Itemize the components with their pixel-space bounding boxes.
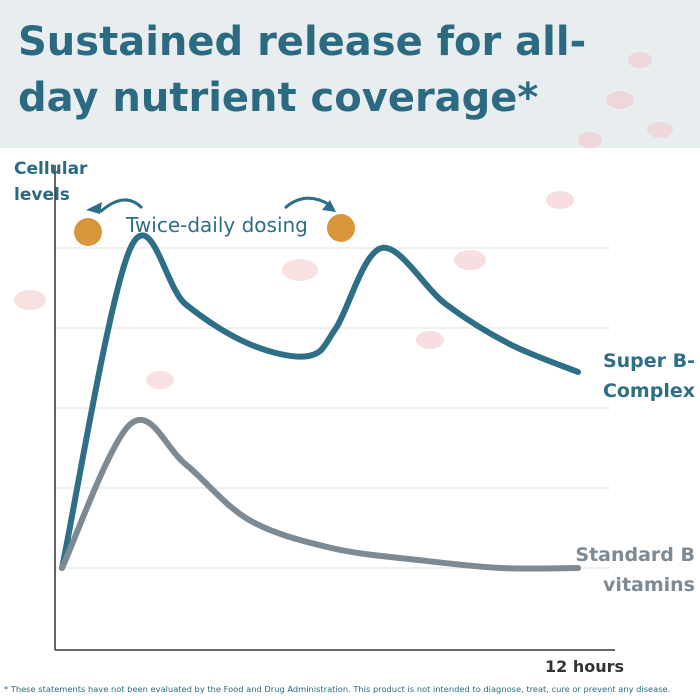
y-axis-label: Cellular levels	[14, 159, 88, 205]
series-line	[59, 232, 582, 571]
series-line	[59, 416, 582, 572]
header-band	[0, 0, 700, 148]
x-axis-label: 12 hours	[545, 657, 624, 676]
pill	[327, 214, 355, 242]
annotation: Twice-daily dosing	[125, 213, 308, 237]
arrow	[283, 196, 331, 210]
arrow	[322, 200, 336, 212]
arrow	[99, 198, 144, 214]
series-label: Super B- Complex	[602, 350, 695, 402]
footnote: * These statements have not been evaluat…	[4, 684, 671, 694]
title: Sustained release for all-day nutrient c…	[18, 19, 587, 121]
pill	[74, 218, 102, 246]
decor	[14, 52, 673, 389]
series-label: Standard B vitamins	[575, 544, 695, 596]
arrow	[86, 202, 102, 214]
grid	[55, 247, 610, 569]
